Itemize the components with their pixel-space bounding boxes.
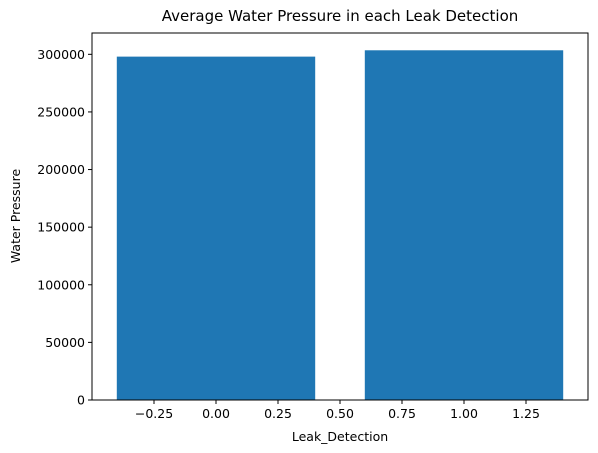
y-tick-label: 250000 <box>37 104 85 119</box>
x-tick-label: 1.25 <box>512 406 540 421</box>
x-tick-label: 0.50 <box>326 406 354 421</box>
y-tick-label: 0 <box>77 393 85 408</box>
bars-layer <box>116 50 564 400</box>
x-tick-label: 0.75 <box>388 406 416 421</box>
y-tick-label: 100000 <box>37 277 85 292</box>
x-tick-label: 1.00 <box>450 406 478 421</box>
x-axis-ticks: −0.25 0.00 0.25 0.50 0.75 1.00 1.25 <box>135 400 540 421</box>
y-axis-label: Water Pressure <box>8 169 23 264</box>
x-axis-label: Leak_Detection <box>292 429 388 444</box>
x-tick-label: 0.25 <box>264 406 292 421</box>
bar-1 <box>364 50 564 400</box>
y-tick-label: 300000 <box>37 47 85 62</box>
y-tick-label: 150000 <box>37 220 85 235</box>
x-tick-label: 0.00 <box>202 406 230 421</box>
y-tick-label: 50000 <box>45 335 85 350</box>
y-axis-ticks: 0 50000 100000 150000 200000 250000 300000 <box>37 47 92 408</box>
y-tick-label: 200000 <box>37 162 85 177</box>
x-tick-label: −0.25 <box>135 406 173 421</box>
bar-0 <box>116 56 316 400</box>
chart-title: Average Water Pressure in each Leak Dete… <box>162 7 519 25</box>
